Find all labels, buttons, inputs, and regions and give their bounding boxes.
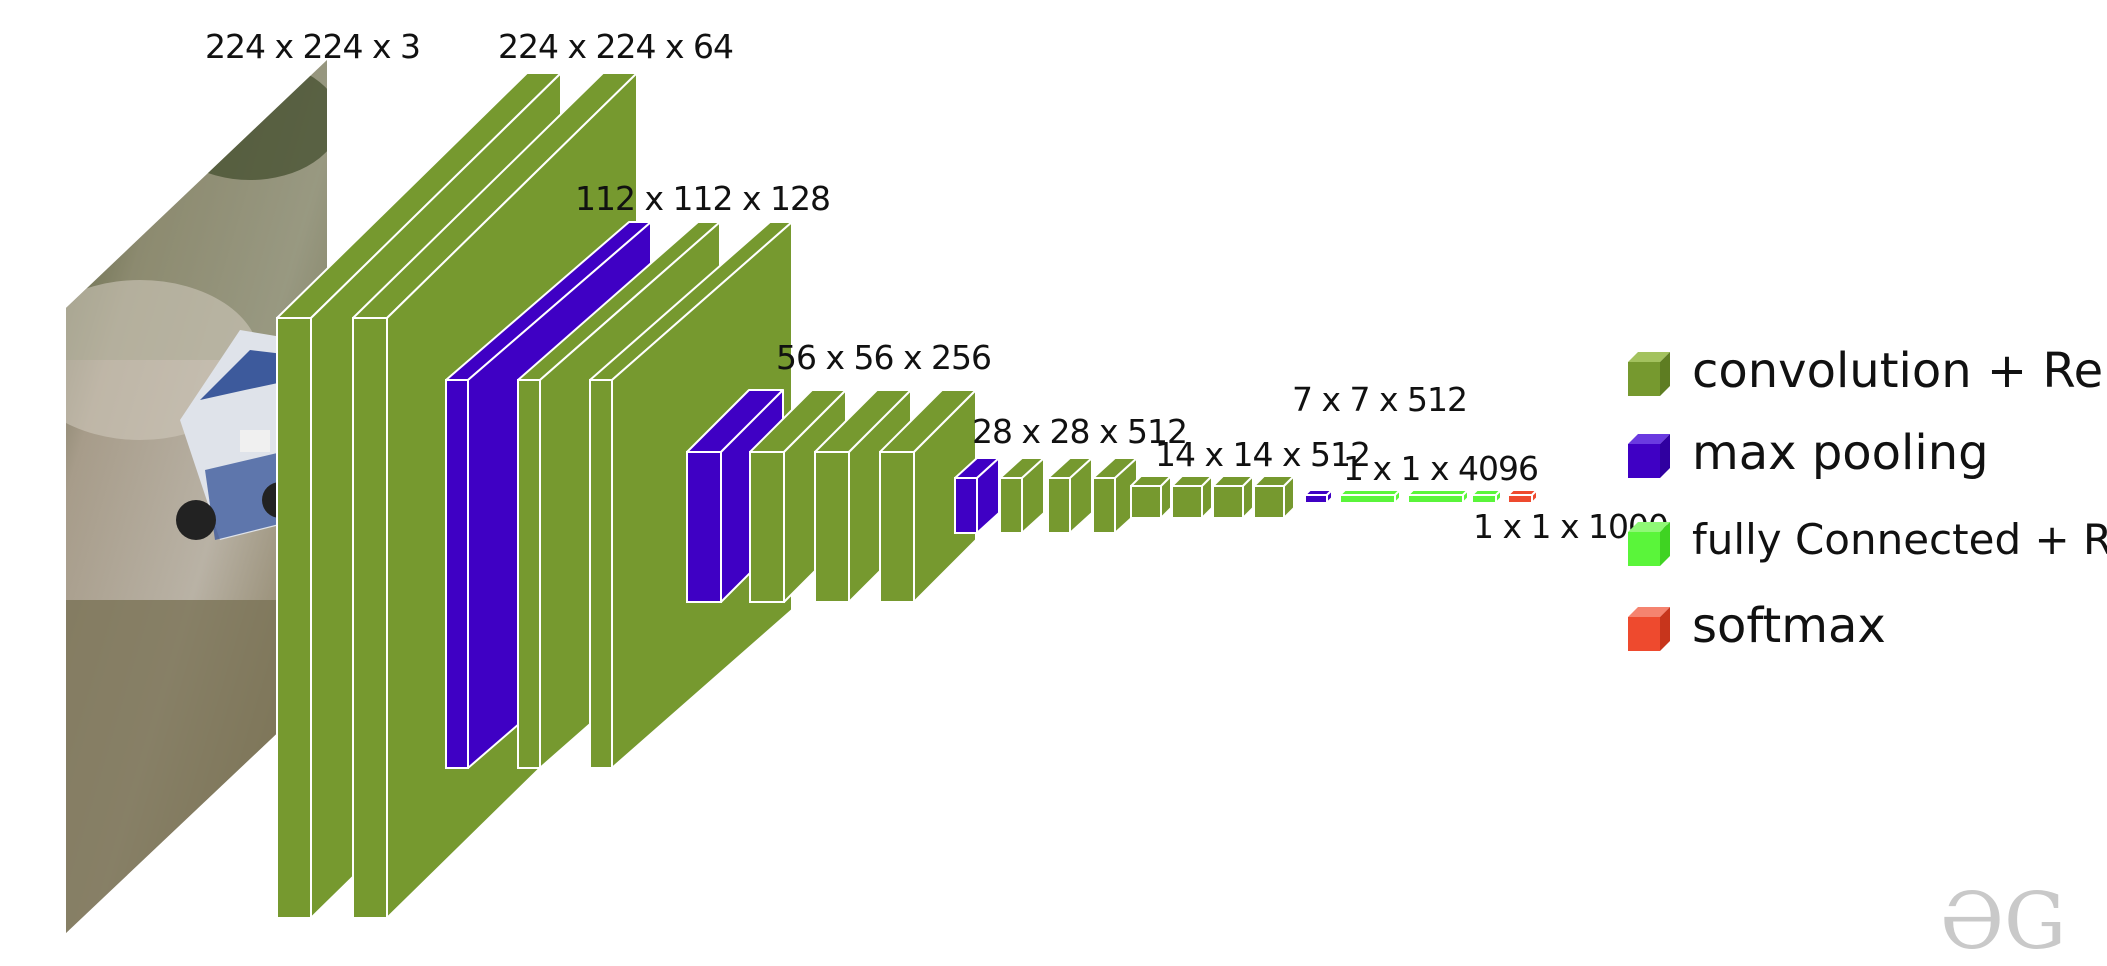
dim-label-conv2: 112 x 112 x 128 bbox=[575, 179, 830, 218]
legend-swatch-fc-icon bbox=[1628, 522, 1670, 566]
layer-block-conv4 bbox=[1047, 457, 1093, 534]
layer-block-fc6 bbox=[1339, 489, 1401, 504]
geeksforgeeks-logo-icon: ƏG bbox=[1940, 877, 2066, 966]
dim-label-pool5: 7 x 7 x 512 bbox=[1292, 380, 1467, 419]
dim-label-conv1: 224 x 224 x 64 bbox=[498, 27, 733, 66]
dim-label-conv3: 56 x 56 x 256 bbox=[776, 338, 991, 377]
layer-block-conv4 bbox=[1092, 457, 1138, 534]
layer-block-conv5 bbox=[1253, 475, 1295, 519]
layer-block-conv3 bbox=[879, 389, 977, 603]
legend-swatch-softmax-icon bbox=[1628, 607, 1670, 651]
layer-block-pool3 bbox=[954, 457, 1000, 534]
legend-label-fc: fully Connected + ReLU bbox=[1692, 515, 2107, 564]
legend-label-pool: max pooling bbox=[1692, 425, 1989, 481]
layer-block-conv5 bbox=[1171, 475, 1213, 519]
legend-label-softmax: softmax bbox=[1692, 598, 1886, 654]
dim-label-fc: 1 x 1 x 4096 bbox=[1343, 449, 1538, 488]
dim-label-conv4: 28 x 28 x 512 bbox=[972, 412, 1187, 451]
legend-item-fc: fully Connected + ReLU bbox=[1628, 515, 2107, 566]
network-layers bbox=[276, 72, 1538, 919]
layer-block-conv4 bbox=[999, 457, 1045, 534]
legend-swatch-conv-icon bbox=[1628, 352, 1670, 396]
layer-block-fc8 bbox=[1471, 489, 1502, 504]
legend-item-conv: convolution + ReLU bbox=[1628, 343, 2107, 399]
legend-label-conv: convolution + ReLU bbox=[1692, 343, 2107, 399]
dimension-labels: 224 x 224 x 3 224 x 224 x 64 112 x 112 x… bbox=[205, 27, 1669, 546]
layer-block-output bbox=[1507, 489, 1538, 504]
layer-block-conv5 bbox=[1130, 475, 1172, 519]
legend-item-pool: max pooling bbox=[1628, 425, 1989, 481]
layer-block-conv5 bbox=[1212, 475, 1254, 519]
layer-block-fc7 bbox=[1407, 489, 1469, 504]
legend-swatch-pool-icon bbox=[1628, 434, 1670, 478]
dim-label-conv5: 14 x 14 x 512 bbox=[1155, 435, 1370, 474]
dim-label-input: 224 x 224 x 3 bbox=[205, 27, 420, 66]
layer-block-pool5 bbox=[1304, 489, 1333, 504]
legend: convolution + ReLU max pooling fully Con… bbox=[1628, 343, 2107, 654]
legend-item-softmax: softmax bbox=[1628, 598, 1886, 654]
